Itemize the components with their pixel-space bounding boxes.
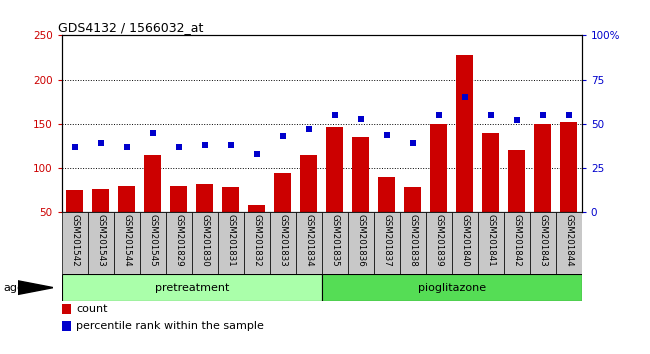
Text: agent: agent (3, 282, 36, 293)
Text: pretreatment: pretreatment (155, 282, 229, 293)
Polygon shape (18, 281, 53, 295)
Bar (508, 150, 525, 257)
Bar (192, 212, 218, 274)
Bar (322, 212, 348, 274)
Bar (270, 212, 296, 274)
Text: GSM201838: GSM201838 (408, 214, 417, 267)
Bar (274, 172, 291, 257)
Bar (140, 212, 166, 274)
Bar (352, 137, 369, 257)
Point (408, 141, 418, 146)
Text: pioglitazone: pioglitazone (418, 282, 486, 293)
Text: GSM201831: GSM201831 (226, 214, 235, 267)
Text: GSM201833: GSM201833 (278, 214, 287, 267)
Bar (426, 212, 452, 274)
Bar (400, 212, 426, 274)
Text: GSM201832: GSM201832 (252, 214, 261, 267)
Bar (374, 212, 400, 274)
Bar (244, 212, 270, 274)
Bar (170, 186, 187, 257)
Bar (452, 212, 478, 274)
Bar (196, 184, 213, 257)
Bar (92, 188, 109, 257)
Point (70, 144, 80, 150)
Text: GSM201543: GSM201543 (96, 214, 105, 267)
Point (512, 118, 522, 123)
Bar (222, 187, 239, 257)
Bar (62, 321, 71, 331)
Bar (326, 127, 343, 257)
Bar (504, 212, 530, 274)
Bar (248, 205, 265, 257)
Bar (62, 212, 88, 274)
Text: GSM201840: GSM201840 (460, 214, 469, 267)
Bar (144, 155, 161, 257)
Point (148, 130, 158, 136)
Bar (300, 155, 317, 257)
Text: GSM201836: GSM201836 (356, 214, 365, 267)
Text: GSM201837: GSM201837 (382, 214, 391, 267)
Point (174, 144, 184, 150)
Point (460, 95, 470, 100)
Bar (62, 304, 71, 314)
Text: percentile rank within the sample: percentile rank within the sample (76, 321, 264, 331)
Bar (88, 212, 114, 274)
Point (356, 116, 366, 121)
Bar (534, 124, 551, 257)
Bar (166, 212, 192, 274)
Point (252, 151, 262, 157)
Text: GDS4132 / 1566032_at: GDS4132 / 1566032_at (58, 21, 204, 34)
Point (96, 141, 106, 146)
Bar (322, 274, 582, 301)
Bar (66, 190, 83, 257)
Text: GSM201542: GSM201542 (70, 214, 79, 267)
Bar (62, 274, 322, 301)
Point (486, 112, 496, 118)
Text: GSM201844: GSM201844 (564, 214, 573, 267)
Text: GSM201544: GSM201544 (122, 214, 131, 267)
Point (330, 112, 340, 118)
Bar (430, 124, 447, 257)
Bar (560, 122, 577, 257)
Text: GSM201843: GSM201843 (538, 214, 547, 267)
Text: GSM201545: GSM201545 (148, 214, 157, 267)
Bar (556, 212, 582, 274)
Point (122, 144, 132, 150)
Point (434, 112, 444, 118)
Text: GSM201839: GSM201839 (434, 214, 443, 267)
Bar (118, 186, 135, 257)
Bar (296, 212, 322, 274)
Bar (478, 212, 504, 274)
Text: GSM201835: GSM201835 (330, 214, 339, 267)
Bar (218, 212, 244, 274)
Point (226, 142, 236, 148)
Point (200, 142, 210, 148)
Bar (348, 212, 374, 274)
Point (304, 126, 314, 132)
Point (564, 112, 574, 118)
Point (538, 112, 548, 118)
Bar (482, 133, 499, 257)
Text: GSM201830: GSM201830 (200, 214, 209, 267)
Point (382, 132, 392, 137)
Bar (114, 212, 140, 274)
Text: GSM201842: GSM201842 (512, 214, 521, 267)
Bar (530, 212, 556, 274)
Bar (456, 55, 473, 257)
Text: GSM201829: GSM201829 (174, 214, 183, 267)
Text: GSM201834: GSM201834 (304, 214, 313, 267)
Point (278, 133, 288, 139)
Text: GSM201841: GSM201841 (486, 214, 495, 267)
Bar (404, 187, 421, 257)
Text: count: count (76, 304, 108, 314)
Bar (378, 177, 395, 257)
